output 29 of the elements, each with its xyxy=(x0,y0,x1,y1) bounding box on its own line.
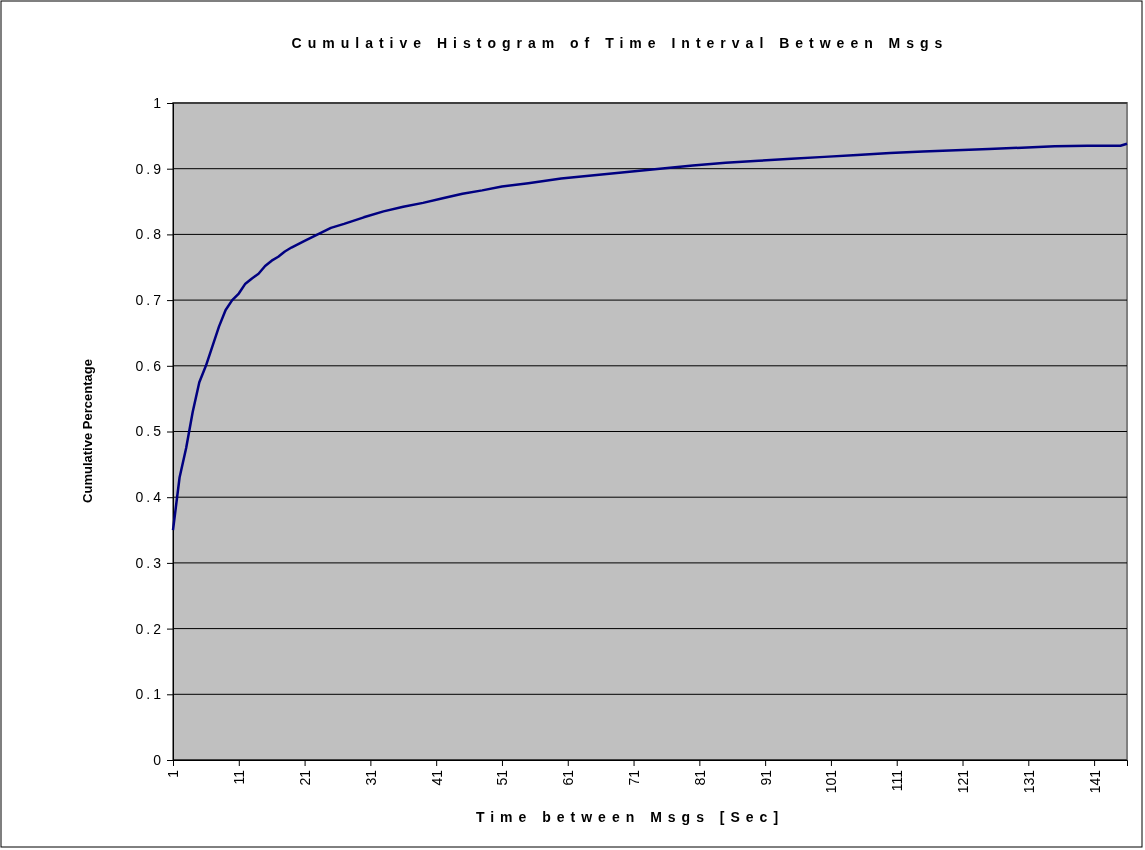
x-tick-label: 121 xyxy=(954,769,971,794)
x-tick-label: 131 xyxy=(1020,769,1037,794)
x-tick-label: 21 xyxy=(296,769,313,786)
y-tick-label: 0.3 xyxy=(135,554,164,571)
y-tick-label: 0.2 xyxy=(135,620,164,637)
y-tick-label: 0.8 xyxy=(135,226,164,243)
x-tick-label: 91 xyxy=(757,769,774,786)
x-tick-label: 141 xyxy=(1086,769,1103,794)
y-tick-label: 0.9 xyxy=(135,160,164,177)
x-tick-label: 1 xyxy=(165,769,182,778)
y-tick-label: 1 xyxy=(153,94,164,111)
y-tick-label: 0.6 xyxy=(135,357,164,374)
y-tick-label: 0.1 xyxy=(135,686,164,703)
x-tick-label: 101 xyxy=(823,769,840,794)
x-tick-label: 41 xyxy=(428,769,445,786)
y-tick-label: 0.7 xyxy=(135,292,164,309)
chart-title: Cumulative Histogram of Time Interval Between Msgs xyxy=(291,35,949,51)
x-tick-label: 31 xyxy=(362,769,379,786)
x-tick-label: 71 xyxy=(625,769,642,786)
y-tick-label: 0.4 xyxy=(135,489,164,506)
x-tick-label: 61 xyxy=(560,769,577,786)
x-axis-title: Time between Msgs [Sec] xyxy=(475,809,785,825)
x-tick-label: 81 xyxy=(691,769,708,786)
y-axis-title: Cumulative Percentage xyxy=(80,359,95,503)
y-tick-label: 0 xyxy=(153,751,164,768)
x-tick-label: 51 xyxy=(494,769,511,786)
y-tick-label: 0.5 xyxy=(135,423,164,440)
x-tick-label: 11 xyxy=(231,769,248,785)
x-tick-label: 111 xyxy=(889,769,906,792)
